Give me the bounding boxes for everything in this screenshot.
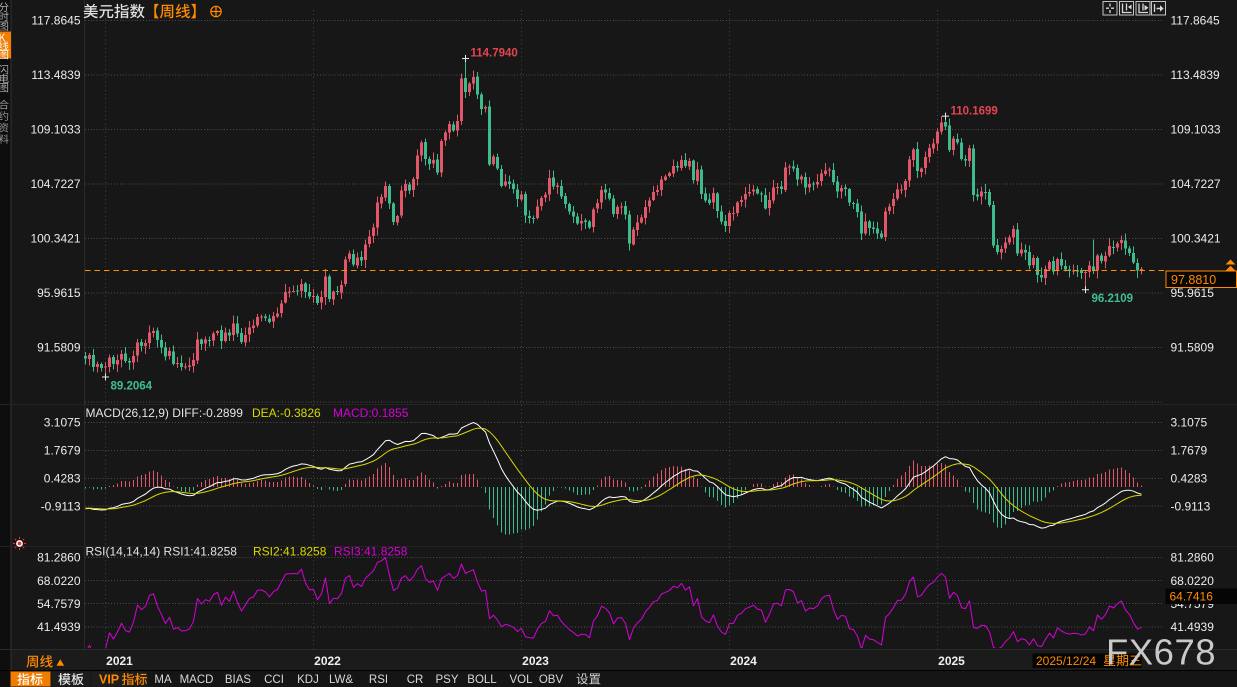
svg-text:BIAS: BIAS bbox=[225, 674, 252, 686]
svg-text:2025: 2025 bbox=[938, 654, 965, 668]
svg-text:LW&: LW& bbox=[329, 674, 353, 686]
svg-text:68.0220: 68.0220 bbox=[1171, 574, 1215, 588]
svg-text:CR: CR bbox=[407, 674, 424, 686]
svg-text:68.0220: 68.0220 bbox=[37, 574, 81, 588]
svg-text:RSI3:41.8258: RSI3:41.8258 bbox=[334, 545, 408, 559]
svg-text:81.2860: 81.2860 bbox=[1171, 551, 1215, 565]
svg-text:2022: 2022 bbox=[314, 654, 341, 668]
svg-text:2023: 2023 bbox=[522, 654, 549, 668]
svg-text:2021: 2021 bbox=[106, 654, 133, 668]
svg-text:95.9615: 95.9615 bbox=[1171, 286, 1215, 300]
svg-text:-0.9113: -0.9113 bbox=[41, 499, 81, 513]
svg-text:91.5809: 91.5809 bbox=[1171, 341, 1215, 355]
svg-text:100.3421: 100.3421 bbox=[30, 232, 80, 246]
svg-text:0.4283: 0.4283 bbox=[1171, 472, 1208, 486]
svg-text:-0.9113: -0.9113 bbox=[1171, 499, 1211, 513]
svg-text:VOL: VOL bbox=[509, 674, 533, 686]
svg-text:2024: 2024 bbox=[730, 654, 757, 668]
svg-text:104.7227: 104.7227 bbox=[1171, 177, 1221, 191]
svg-text:MACD:0.1855: MACD:0.1855 bbox=[333, 406, 409, 420]
svg-text:DEA:-0.3826: DEA:-0.3826 bbox=[252, 406, 321, 420]
svg-text:MACD: MACD bbox=[180, 674, 214, 686]
svg-text:VIP: VIP bbox=[99, 672, 119, 686]
svg-text:MA: MA bbox=[154, 674, 172, 686]
svg-text:64.7416: 64.7416 bbox=[1170, 590, 1214, 604]
svg-text:81.2860: 81.2860 bbox=[37, 551, 81, 565]
svg-text:41.4939: 41.4939 bbox=[1171, 620, 1215, 634]
svg-text:FX678: FX678 bbox=[1106, 632, 1216, 673]
svg-text:1.7679: 1.7679 bbox=[1171, 444, 1208, 458]
svg-text:117.8645: 117.8645 bbox=[31, 14, 80, 28]
svg-text:117.8645: 117.8645 bbox=[1171, 14, 1220, 28]
svg-text:1.7679: 1.7679 bbox=[44, 444, 81, 458]
svg-text:BOLL: BOLL bbox=[467, 674, 497, 686]
svg-text:CCI: CCI bbox=[264, 674, 284, 686]
svg-text:KDJ: KDJ bbox=[297, 674, 319, 686]
svg-text:113.4839: 113.4839 bbox=[1171, 68, 1220, 82]
svg-text:MACD(26,12,9) DIFF:-0.2899: MACD(26,12,9) DIFF:-0.2899 bbox=[86, 406, 244, 420]
svg-text:109.1033: 109.1033 bbox=[1171, 123, 1221, 137]
svg-text:91.5809: 91.5809 bbox=[37, 341, 81, 355]
svg-text:100.3421: 100.3421 bbox=[1171, 232, 1221, 246]
svg-text:54.7579: 54.7579 bbox=[37, 597, 81, 611]
svg-text:89.2064: 89.2064 bbox=[111, 381, 153, 393]
svg-text:104.7227: 104.7227 bbox=[30, 177, 80, 191]
svg-text:OBV: OBV bbox=[539, 674, 564, 686]
svg-text:3.1075: 3.1075 bbox=[1171, 416, 1208, 430]
svg-text:113.4839: 113.4839 bbox=[31, 68, 80, 82]
svg-text:109.1033: 109.1033 bbox=[30, 123, 80, 137]
svg-text:0.4283: 0.4283 bbox=[44, 472, 81, 486]
svg-text:97.8810: 97.8810 bbox=[1171, 273, 1216, 287]
svg-text:114.7940: 114.7940 bbox=[471, 48, 518, 60]
svg-text:PSY: PSY bbox=[435, 674, 458, 686]
svg-text:96.2109: 96.2109 bbox=[1092, 293, 1134, 305]
svg-text:110.1699: 110.1699 bbox=[951, 106, 998, 118]
svg-text:RSI: RSI bbox=[369, 674, 388, 686]
svg-text:RSI(14,14,14) RSI1:41.8258: RSI(14,14,14) RSI1:41.8258 bbox=[86, 545, 238, 559]
svg-text:41.4939: 41.4939 bbox=[37, 620, 81, 634]
svg-text:RSI2:41.8258: RSI2:41.8258 bbox=[253, 545, 327, 559]
svg-text:95.9615: 95.9615 bbox=[37, 286, 81, 300]
svg-text:3.1075: 3.1075 bbox=[44, 416, 81, 430]
svg-text:2025/12/24: 2025/12/24 bbox=[1036, 654, 1096, 668]
